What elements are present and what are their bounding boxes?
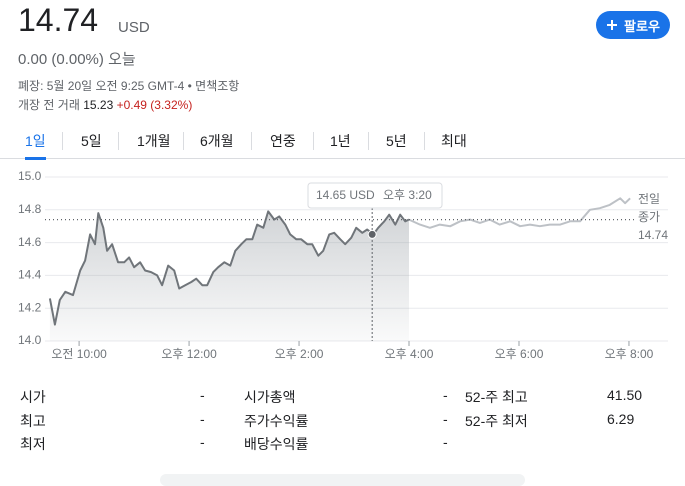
y-tick-label: 14.6 [18, 235, 42, 249]
stat-value: - [443, 387, 448, 403]
stat-label: 최저 [20, 436, 46, 452]
tooltip-time: 오후 3:20 [383, 188, 432, 202]
x-tick-label: 오전 10:00 [51, 347, 107, 361]
premarket-label: 개장 전 거래 [18, 98, 80, 112]
premarket-price: 15.23 [83, 98, 114, 112]
currency: USD [118, 19, 150, 36]
market-status: 폐장: 5월 20일 오전 9:25 GMT-4 • 면책조항 [18, 77, 239, 94]
tooltip-box [307, 182, 443, 209]
stat-value: - [200, 387, 205, 403]
tab[interactable]: 1년 [330, 133, 351, 149]
follow-button[interactable]: 팔로우 [596, 11, 670, 39]
previous-close-value: 14.74 [638, 228, 668, 242]
premarket: 개장 전 거래 15.23 +0.49 (3.32%) [18, 96, 192, 113]
x-tick-label: 오후 6:00 [495, 347, 544, 361]
tab-separator [118, 132, 119, 150]
y-tick-label: 14.2 [18, 300, 42, 314]
y-tick-label: 14.0 [18, 333, 42, 347]
chart: 14.0 14.2 14.4 14.6 14.8 15.0 오전 10:00 오후 12:00… [18, 169, 668, 361]
stat-label: 시가총액 [244, 389, 296, 405]
premarket-change: +0.49 (3.32%) [116, 98, 193, 112]
price-line [408, 197, 631, 229]
stat-label: 52-주 최고 [465, 389, 528, 405]
x-tick-label: 오후 2:00 [275, 347, 324, 361]
stat-value: - [200, 434, 205, 450]
stat-label: 최고 [20, 413, 46, 429]
stat-label: 시가 [20, 389, 46, 405]
tab-separator [313, 132, 314, 150]
previous-close-label: 전일 [638, 192, 660, 206]
follow-label: 팔로우 [624, 18, 660, 34]
change: 0.00 (0.00%) 오늘 [18, 48, 136, 69]
status: 폐장: 5월 20일 오전 9:25 GMT-4 • [18, 79, 192, 93]
tab[interactable]: 1개월 [137, 133, 171, 149]
stat-value: 6.29 [607, 411, 635, 427]
hover-dot [367, 229, 377, 239]
x-tick-label: 오후 8:00 [605, 347, 654, 361]
tab-separator [183, 132, 184, 150]
stat-value: - [200, 411, 205, 427]
stat-label: 배당수익률 [244, 436, 309, 452]
tab-separator [424, 132, 425, 150]
range-tabs: 1일 5일 1개월 6개월 연중 1년 5년 최대 [0, 128, 685, 160]
tab[interactable]: 6개월 [200, 133, 234, 149]
area [49, 211, 410, 341]
change-period: 오늘 [108, 51, 136, 68]
y-tick-label: 14.4 [18, 268, 42, 282]
stat-value: - [443, 434, 448, 450]
tab[interactable]: 최대 [441, 133, 467, 149]
price: 14.74 [18, 2, 99, 38]
stat-value: - [443, 411, 448, 427]
scroll-hint [160, 474, 525, 486]
tab-separator [251, 132, 252, 150]
x-tick-label: 오후 12:00 [161, 347, 217, 361]
plus-icon [607, 20, 618, 30]
tooltip-value: 14.65 USD [316, 188, 375, 202]
tab[interactable]: 연중 [270, 133, 296, 149]
stat-value: 41.50 [607, 387, 643, 403]
x-tick-label: 오후 4:00 [385, 347, 434, 361]
stat-label: 주가수익률 [244, 413, 309, 429]
change-value: 0.00 (0.00%) [18, 51, 104, 68]
tab[interactable]: 5년 [386, 133, 407, 149]
price-line [48, 210, 410, 326]
disclaimer-link[interactable]: 면책조항 [195, 79, 240, 93]
tab-separator [62, 132, 63, 150]
previous-close-label: 종가 [638, 210, 660, 224]
tab[interactable]: 1일 [25, 131, 46, 160]
y-tick-label: 14.8 [18, 202, 42, 216]
y-tick-label: 15.0 [18, 169, 42, 183]
tab[interactable]: 5일 [81, 133, 102, 149]
tab-separator [368, 132, 369, 150]
stat-label: 52-주 최저 [465, 413, 528, 429]
